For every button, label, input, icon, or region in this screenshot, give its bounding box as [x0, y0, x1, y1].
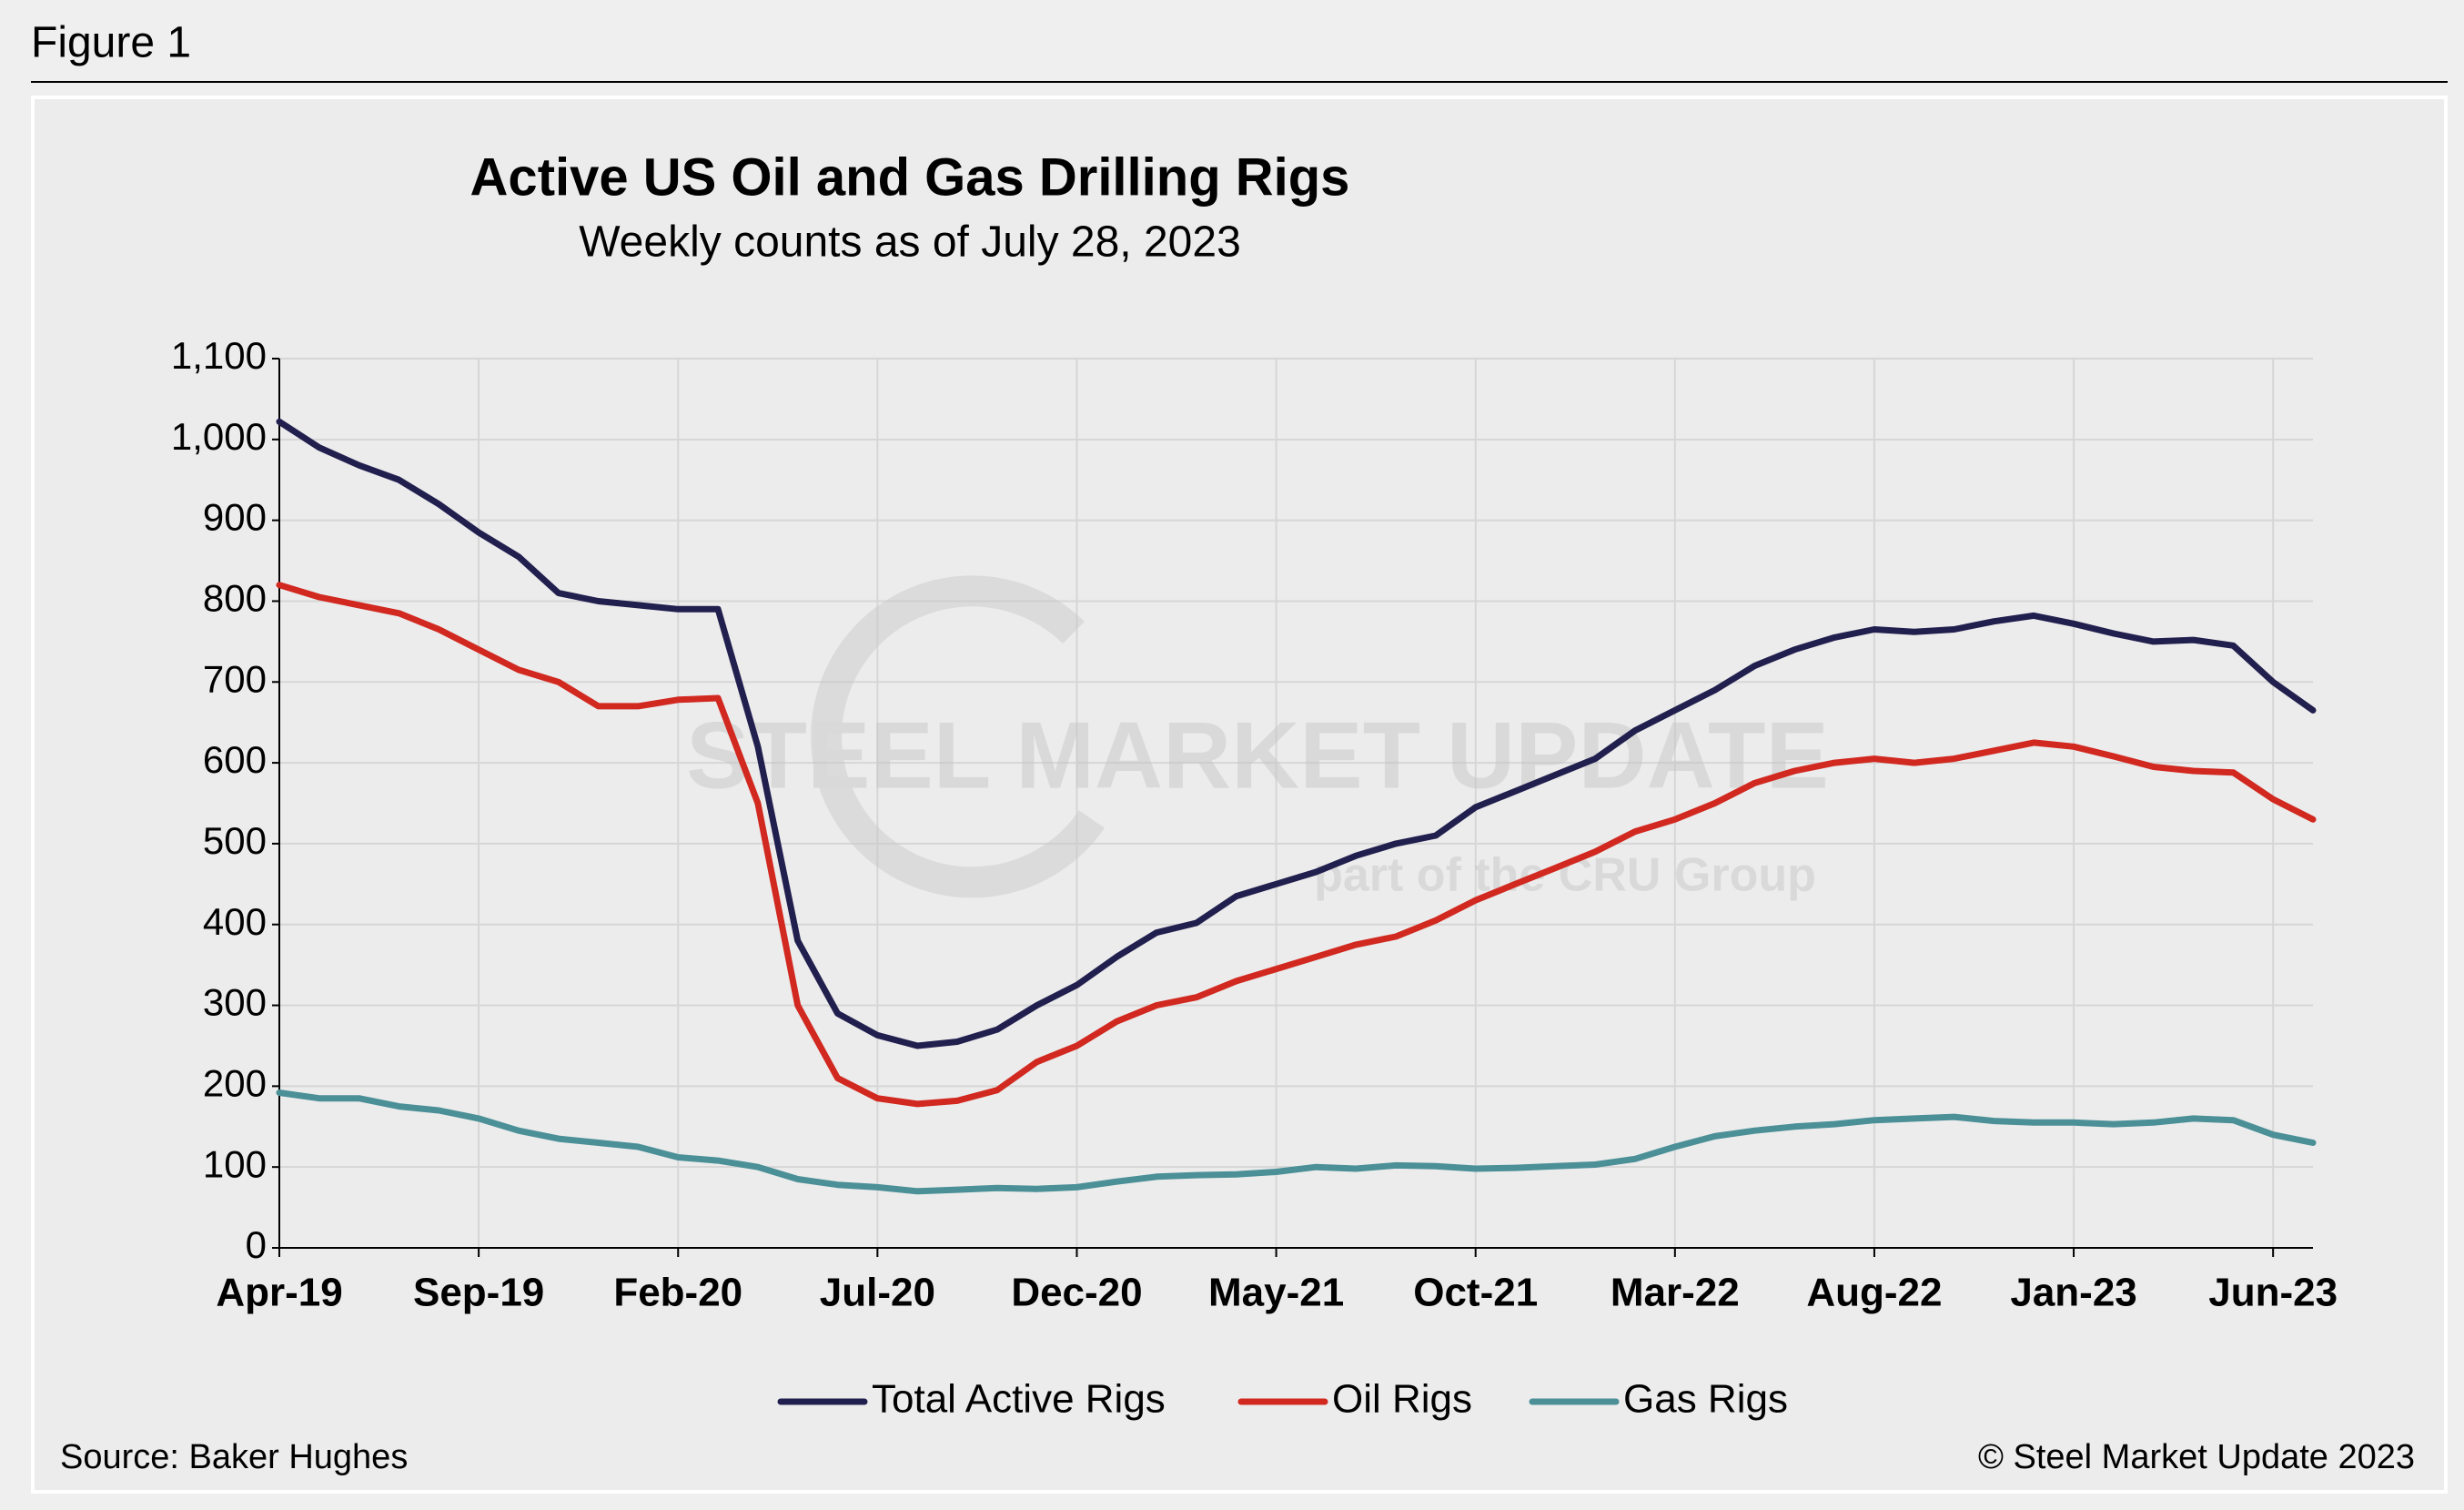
y-tick-label: 900: [203, 496, 267, 539]
y-tick-label: 200: [203, 1061, 267, 1104]
x-tick-label: Dec-20: [1011, 1271, 1142, 1315]
chart-subtitle: Weekly counts as of July 28, 2023: [579, 218, 1241, 267]
x-tick-label: May-21: [1208, 1271, 1344, 1315]
y-tick-label: 600: [203, 738, 267, 781]
legend-label: Gas Rigs: [1623, 1377, 1788, 1422]
chart-frame: [31, 96, 2448, 1494]
y-tick-label: 100: [203, 1142, 267, 1185]
x-tick-label: Sep-19: [413, 1271, 544, 1315]
source: Source: Baker Hughes: [60, 1438, 408, 1476]
watermark: STEEL MARKET UPDATE part of the CRU Grou…: [686, 575, 1829, 902]
x-tick-label: Apr-19: [216, 1271, 342, 1315]
y-tick-label: 1,000: [171, 415, 267, 458]
y-tick-label: 0: [246, 1223, 267, 1266]
x-tick-label: Oct-21: [1413, 1271, 1538, 1315]
x-tick-label: Jan-23: [2010, 1271, 2136, 1315]
y-tick-label: 800: [203, 577, 267, 620]
x-tick-label: Jun-23: [2208, 1271, 2338, 1315]
y-tick-label: 1,100: [171, 334, 267, 377]
watermark-arc: [811, 575, 1105, 898]
x-tick-label: Mar-22: [1611, 1271, 1740, 1315]
figure-label: Figure 1: [31, 19, 191, 67]
watermark-subtext: part of the CRU Group: [1314, 849, 1816, 902]
x-tick-label: Feb-20: [613, 1271, 742, 1315]
x-tick-label: Jul-20: [820, 1271, 935, 1315]
legend-label: Oil Rigs: [1332, 1377, 1472, 1422]
y-tick-label: 400: [203, 900, 267, 943]
series-line: [276, 418, 2317, 1049]
chart-title: Active US Oil and Gas Drilling Rigs: [470, 147, 1350, 207]
legend-label: Total Active Rigs: [872, 1377, 1166, 1422]
x-tick-label: Aug-22: [1806, 1271, 1942, 1315]
series-line: [276, 1089, 2317, 1195]
y-tick-label: 300: [203, 981, 267, 1024]
y-tick-label: 700: [203, 657, 267, 700]
y-tick-label: 500: [203, 819, 267, 862]
credit: © Steel Market Update 2023: [1978, 1438, 2415, 1476]
watermark-text: STEEL MARKET UPDATE: [686, 703, 1829, 808]
series-line: [276, 582, 2317, 1108]
plot-area: [279, 358, 2313, 1249]
